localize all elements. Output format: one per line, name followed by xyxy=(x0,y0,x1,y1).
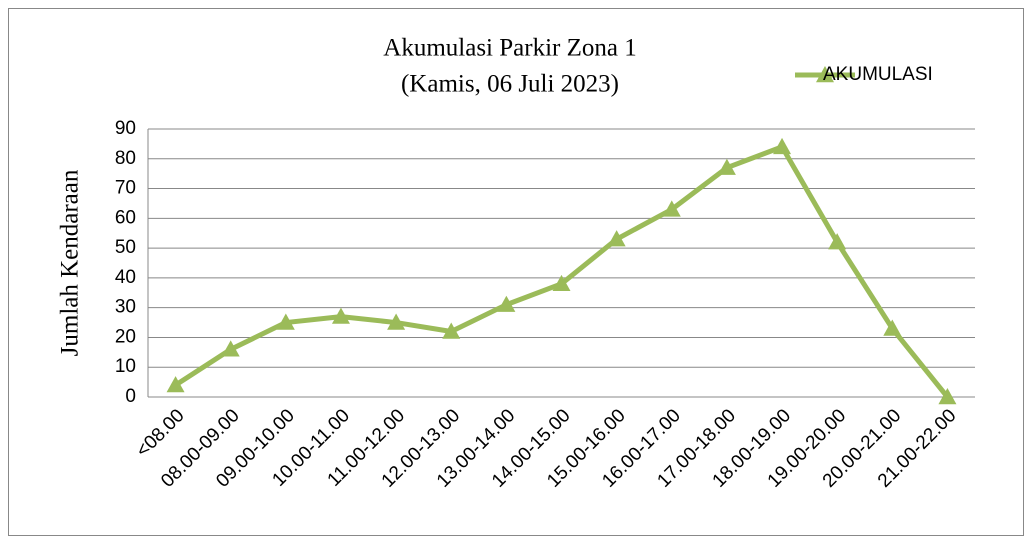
data-marker xyxy=(883,319,902,336)
data-marker xyxy=(387,313,406,330)
y-tick-label: 0 xyxy=(125,386,136,407)
data-marker xyxy=(552,274,571,292)
chart-subtitle: (Kamis, 06 Juli 2023) xyxy=(401,71,619,98)
data-marker xyxy=(331,307,350,324)
data-marker xyxy=(276,313,295,330)
data-marker xyxy=(717,158,736,175)
data-marker xyxy=(828,233,847,250)
y-tick-label: 10 xyxy=(115,356,136,377)
y-tick-label: 40 xyxy=(115,267,136,288)
y-axis-label: Jumlah Kendaraan xyxy=(57,169,84,356)
data-marker xyxy=(773,137,792,155)
data-marker xyxy=(662,200,681,217)
data-marker xyxy=(497,295,516,312)
chart-title: Akumulasi Parkir Zona 1 xyxy=(383,35,636,62)
y-tick-label: 60 xyxy=(115,207,136,228)
data-marker xyxy=(166,376,185,393)
y-tick-label: 80 xyxy=(115,148,136,169)
y-tick-label: 30 xyxy=(115,297,136,318)
y-tick-label: 70 xyxy=(115,178,136,199)
legend-label: AKUMULASI xyxy=(823,64,933,85)
data-marker xyxy=(607,230,626,247)
data-marker xyxy=(442,322,461,339)
data-marker xyxy=(938,388,957,405)
legend-marker xyxy=(816,66,834,83)
y-tick-label: 50 xyxy=(115,237,136,258)
data-marker xyxy=(221,340,240,357)
y-tick-label: 90 xyxy=(115,118,136,139)
y-tick-label: 20 xyxy=(115,326,136,347)
